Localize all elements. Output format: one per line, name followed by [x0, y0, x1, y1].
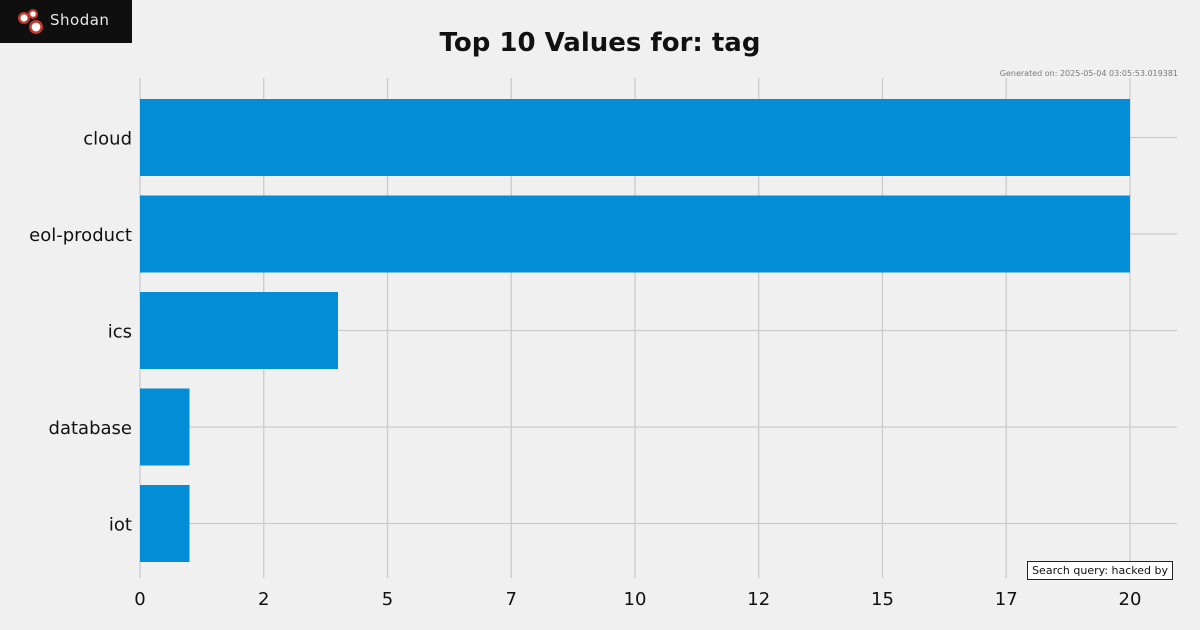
bars — [140, 99, 1130, 562]
axis-labels: 0 2 5 7 10 12 15 17 20 cloud eol-product ics databas… — [29, 129, 1141, 611]
logo-text: Shodan — [50, 11, 110, 29]
y-tick-label: ics — [108, 322, 132, 343]
x-tick-label: 10 — [624, 589, 647, 610]
y-tick-label: cloud — [83, 129, 132, 150]
x-tick-label: 7 — [506, 589, 517, 610]
y-tick-label: eol-product — [29, 225, 132, 246]
generated-timestamp: Generated on: 2025-05-04 03:05:53.019381 — [999, 69, 1178, 78]
bar-database — [140, 388, 190, 466]
x-tick-label: 0 — [134, 589, 145, 610]
x-tick-label: 12 — [747, 589, 770, 610]
bar-ics — [140, 292, 338, 369]
x-tick-label: 20 — [1119, 589, 1142, 610]
y-tick-label: iot — [109, 515, 132, 536]
shodan-logo-icon — [18, 9, 43, 34]
x-tick-label: 5 — [382, 589, 393, 610]
x-tick-label: 2 — [258, 589, 269, 610]
y-tick-label: database — [49, 418, 132, 439]
chart-title: Top 10 Values for: tag — [439, 28, 761, 58]
bar-iot — [140, 485, 190, 562]
bar-cloud — [140, 99, 1130, 176]
x-tick-label: 17 — [995, 589, 1018, 610]
search-query-box: Search query: hacked by — [1027, 561, 1173, 580]
x-tick-label: 15 — [871, 589, 894, 610]
bar-eol-product — [140, 195, 1130, 273]
shodan-logo[interactable]: Shodan — [0, 0, 132, 43]
